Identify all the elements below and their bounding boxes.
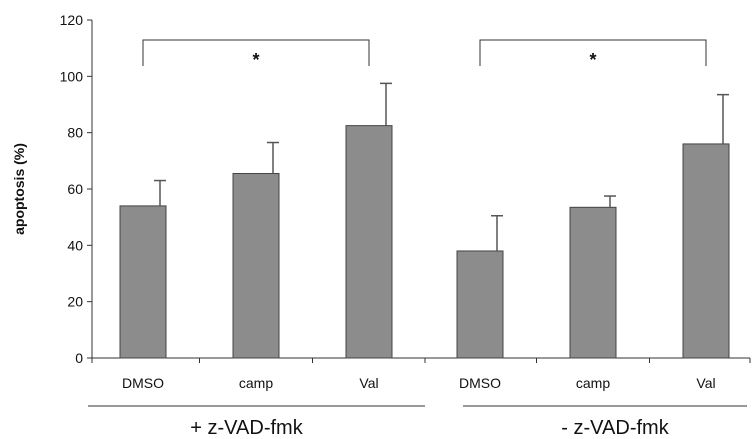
y-tick-label: 120 xyxy=(60,12,84,28)
y-tick-label: 40 xyxy=(67,237,83,253)
group-label: + z-VAD-fmk xyxy=(190,417,303,439)
y-tick-label: 20 xyxy=(67,294,83,310)
category-label: camp xyxy=(239,375,273,391)
group-label: - z-VAD-fmk xyxy=(561,417,669,439)
bar-dmso xyxy=(119,205,167,359)
bar-camp xyxy=(569,206,617,359)
y-tick-label: 80 xyxy=(67,125,83,141)
bar-camp xyxy=(232,173,280,359)
significance-annotations: * * xyxy=(142,39,707,70)
significance-bracket xyxy=(479,39,707,66)
category-label: Val xyxy=(696,375,715,391)
significance-star: * xyxy=(589,50,596,70)
y-tick-label: 0 xyxy=(75,350,83,366)
significance-star: * xyxy=(252,50,259,70)
y-tick-label: 60 xyxy=(67,181,83,197)
axes: 0 20 40 60 80 100 120 xyxy=(60,12,751,366)
category-label: DMSO xyxy=(122,375,164,391)
category-label: DMSO xyxy=(459,375,501,391)
y-tick-label: 100 xyxy=(60,68,84,84)
y-axis-title: apoptosis (%) xyxy=(11,143,27,235)
bar-dmso xyxy=(456,250,504,359)
error-bars xyxy=(154,82,729,251)
bars xyxy=(119,125,730,359)
labels: apoptosis (%) DMSO camp Val + z-VAD-fmk DMSO c… xyxy=(11,143,747,439)
bar-val xyxy=(345,125,393,359)
category-label: camp xyxy=(576,375,610,391)
category-label: Val xyxy=(359,375,378,391)
bar-val xyxy=(682,143,730,359)
significance-bracket xyxy=(142,39,370,66)
